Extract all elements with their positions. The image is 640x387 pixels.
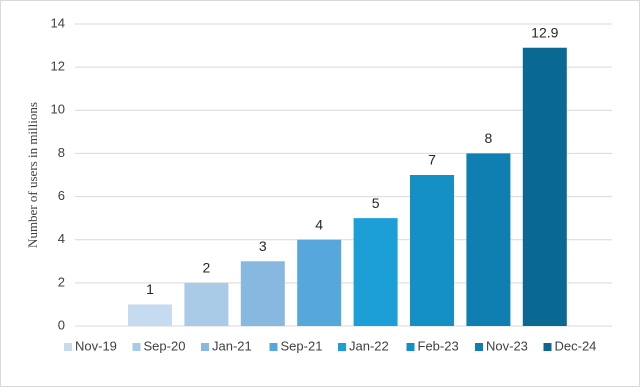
- legend-label: Nov-19: [75, 338, 117, 353]
- y-tick-label: 8: [58, 145, 65, 160]
- y-tick-label: 10: [51, 102, 65, 117]
- value-label: 1: [146, 281, 154, 297]
- legend-label: Jan-21: [212, 338, 252, 353]
- legend-label: Sep-20: [144, 338, 186, 353]
- legend-label: Nov-23: [486, 338, 528, 353]
- bar: [522, 47, 567, 326]
- legend-swatch: [543, 343, 552, 351]
- y-tick-label: 12: [51, 59, 65, 74]
- legend-swatch: [269, 343, 278, 351]
- legend-swatch: [406, 343, 415, 351]
- y-tick-label: 0: [58, 317, 65, 332]
- value-label: 8: [485, 130, 493, 146]
- y-axis-title: Number of users in millions: [25, 102, 40, 248]
- value-label: 2: [203, 260, 211, 276]
- bar: [353, 218, 398, 326]
- value-label: 7: [428, 152, 436, 168]
- bar: [184, 282, 229, 326]
- legend-label: Jan-22: [349, 338, 389, 353]
- legend-swatch: [132, 343, 141, 351]
- legend-swatch: [475, 343, 483, 351]
- legend-label: Sep-21: [281, 338, 323, 353]
- legend-swatch: [64, 343, 72, 351]
- value-label: 5: [372, 195, 380, 211]
- bar: [297, 239, 342, 326]
- bar: [466, 153, 511, 326]
- legend-label: Dec-24: [555, 338, 597, 353]
- y-tick-label: 14: [51, 15, 65, 30]
- bar: [410, 175, 454, 326]
- value-label: 3: [259, 238, 267, 254]
- legend-swatch: [201, 343, 209, 351]
- y-tick-label: 6: [58, 188, 65, 203]
- bar: [240, 261, 285, 326]
- legend-swatch: [338, 343, 346, 351]
- legend-label: Feb-23: [418, 338, 459, 353]
- bar: [128, 304, 172, 326]
- value-label: 12.9: [531, 24, 558, 40]
- value-label: 4: [315, 216, 323, 232]
- y-tick-label: 4: [58, 231, 65, 246]
- y-tick-label: 2: [58, 274, 65, 289]
